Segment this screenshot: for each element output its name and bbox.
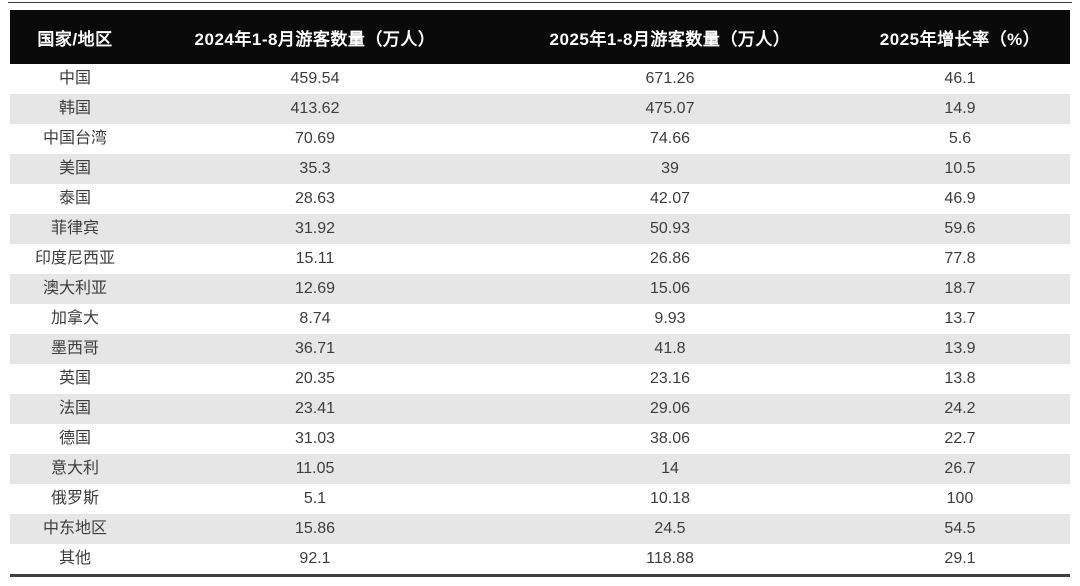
visitors-2024-cell: 5.1 [140, 484, 490, 514]
region-cell: 意大利 [10, 454, 140, 484]
visitors-2024-cell: 12.69 [140, 274, 490, 304]
table-row: 美国 35.3 39 10.5 [10, 154, 1070, 184]
region-cell: 英国 [10, 364, 140, 394]
visitors-2025-cell: 39 [490, 154, 850, 184]
region-cell: 澳大利亚 [10, 274, 140, 304]
column-header-growth-rate: 2025年增长率（%） [850, 10, 1070, 64]
table-row: 其他 92.1 118.88 29.1 [10, 544, 1070, 576]
growth-rate-cell: 100 [850, 484, 1070, 514]
table-row: 中东地区 15.86 24.5 54.5 [10, 514, 1070, 544]
growth-rate-cell: 29.1 [850, 544, 1070, 576]
visitors-2024-cell: 31.92 [140, 214, 490, 244]
visitors-2024-cell: 459.54 [140, 64, 490, 94]
visitors-2025-cell: 41.8 [490, 334, 850, 364]
visitors-2024-cell: 11.05 [140, 454, 490, 484]
growth-rate-cell: 46.9 [850, 184, 1070, 214]
visitors-2025-cell: 38.06 [490, 424, 850, 454]
growth-rate-cell: 77.8 [850, 244, 1070, 274]
visitors-2025-cell: 671.26 [490, 64, 850, 94]
region-cell: 菲律宾 [10, 214, 140, 244]
visitors-2024-cell: 31.03 [140, 424, 490, 454]
growth-rate-cell: 13.8 [850, 364, 1070, 394]
visitors-2024-cell: 20.35 [140, 364, 490, 394]
region-cell: 美国 [10, 154, 140, 184]
region-cell: 法国 [10, 394, 140, 424]
table-row: 德国 31.03 38.06 22.7 [10, 424, 1070, 454]
table-row: 中国 459.54 671.26 46.1 [10, 64, 1070, 94]
visitors-2024-cell: 36.71 [140, 334, 490, 364]
growth-rate-cell: 24.2 [850, 394, 1070, 424]
visitors-2025-cell: 26.86 [490, 244, 850, 274]
growth-rate-cell: 18.7 [850, 274, 1070, 304]
table-row: 中国台湾 70.69 74.66 5.6 [10, 124, 1070, 154]
region-cell: 中国台湾 [10, 124, 140, 154]
visitors-2025-cell: 15.06 [490, 274, 850, 304]
visitors-2024-cell: 8.74 [140, 304, 490, 334]
visitors-2025-cell: 14 [490, 454, 850, 484]
region-cell: 加拿大 [10, 304, 140, 334]
visitors-2025-cell: 10.18 [490, 484, 850, 514]
visitors-2025-cell: 29.06 [490, 394, 850, 424]
visitors-2025-cell: 50.93 [490, 214, 850, 244]
table-header: 国家/地区 2024年1-8月游客数量（万人） 2025年1-8月游客数量（万人… [10, 10, 1070, 64]
visitors-2025-cell: 475.07 [490, 94, 850, 124]
table-row: 泰国 28.63 42.07 46.9 [10, 184, 1070, 214]
visitors-2025-cell: 118.88 [490, 544, 850, 576]
visitors-2025-cell: 74.66 [490, 124, 850, 154]
region-cell: 德国 [10, 424, 140, 454]
visitors-2024-cell: 23.41 [140, 394, 490, 424]
region-cell: 俄罗斯 [10, 484, 140, 514]
tourist-statistics-table: 国家/地区 2024年1-8月游客数量（万人） 2025年1-8月游客数量（万人… [10, 10, 1070, 577]
visitors-2025-cell: 42.07 [490, 184, 850, 214]
visitors-2024-cell: 92.1 [140, 544, 490, 576]
table-row: 英国 20.35 23.16 13.8 [10, 364, 1070, 394]
visitors-2025-cell: 9.93 [490, 304, 850, 334]
table-row: 澳大利亚 12.69 15.06 18.7 [10, 274, 1070, 304]
table-row: 加拿大 8.74 9.93 13.7 [10, 304, 1070, 334]
table-row: 墨西哥 36.71 41.8 13.9 [10, 334, 1070, 364]
visitors-2024-cell: 70.69 [140, 124, 490, 154]
growth-rate-cell: 13.9 [850, 334, 1070, 364]
visitors-2024-cell: 15.86 [140, 514, 490, 544]
visitors-2025-cell: 24.5 [490, 514, 850, 544]
growth-rate-cell: 5.6 [850, 124, 1070, 154]
growth-rate-cell: 13.7 [850, 304, 1070, 334]
region-cell: 中国 [10, 64, 140, 94]
region-cell: 其他 [10, 544, 140, 576]
region-cell: 中东地区 [10, 514, 140, 544]
column-header-2024-visitors: 2024年1-8月游客数量（万人） [140, 10, 490, 64]
growth-rate-cell: 14.9 [850, 94, 1070, 124]
column-header-region: 国家/地区 [10, 10, 140, 64]
region-cell: 泰国 [10, 184, 140, 214]
region-cell: 墨西哥 [10, 334, 140, 364]
growth-rate-cell: 54.5 [850, 514, 1070, 544]
visitors-2024-cell: 28.63 [140, 184, 490, 214]
table-row: 法国 23.41 29.06 24.2 [10, 394, 1070, 424]
growth-rate-cell: 59.6 [850, 214, 1070, 244]
table-row: 韩国 413.62 475.07 14.9 [10, 94, 1070, 124]
growth-rate-cell: 10.5 [850, 154, 1070, 184]
growth-rate-cell: 26.7 [850, 454, 1070, 484]
visitors-2025-cell: 23.16 [490, 364, 850, 394]
visitors-2024-cell: 413.62 [140, 94, 490, 124]
region-cell: 印度尼西亚 [10, 244, 140, 274]
table-row: 菲律宾 31.92 50.93 59.6 [10, 214, 1070, 244]
table-row: 印度尼西亚 15.11 26.86 77.8 [10, 244, 1070, 274]
top-divider [8, 2, 1072, 3]
visitors-2024-cell: 15.11 [140, 244, 490, 274]
visitors-2024-cell: 35.3 [140, 154, 490, 184]
table-row: 俄罗斯 5.1 10.18 100 [10, 484, 1070, 514]
table-row: 意大利 11.05 14 26.7 [10, 454, 1070, 484]
region-cell: 韩国 [10, 94, 140, 124]
column-header-2025-visitors: 2025年1-8月游客数量（万人） [490, 10, 850, 64]
header-row: 国家/地区 2024年1-8月游客数量（万人） 2025年1-8月游客数量（万人… [10, 10, 1070, 64]
growth-rate-cell: 46.1 [850, 64, 1070, 94]
table-body: 中国 459.54 671.26 46.1 韩国 413.62 475.07 14.9 中国台湾… [10, 64, 1070, 576]
growth-rate-cell: 22.7 [850, 424, 1070, 454]
